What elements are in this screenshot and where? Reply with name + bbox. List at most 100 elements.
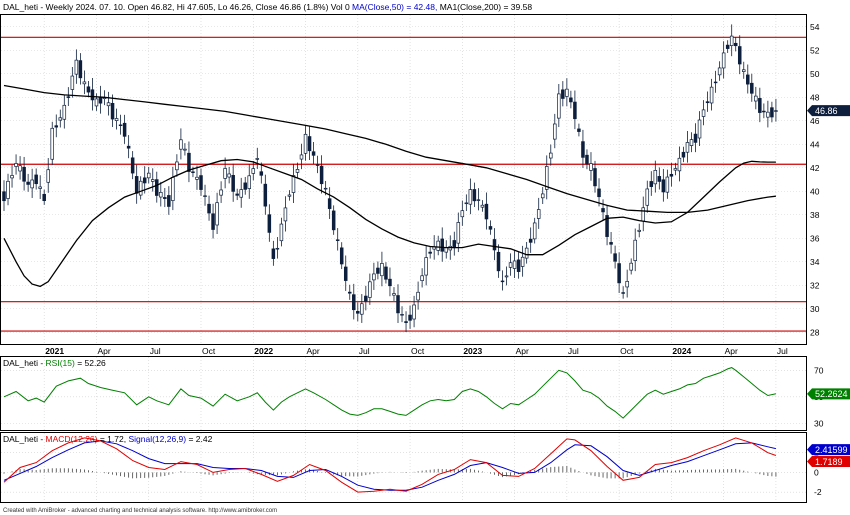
candle-body [721,52,726,69]
macd-tick-label: -2 [814,487,822,497]
candle-body [737,46,742,65]
rsi-header: DAL_heti - RSI(15) = 52.26 [3,358,106,368]
price-badge-bg [807,105,850,117]
price-tick-label: 36 [810,233,820,243]
candle-body [78,60,83,79]
candle-body [665,176,670,193]
candle-body [2,191,6,202]
candle-body [532,222,537,240]
candle-body [30,179,34,189]
candle-body [528,238,533,243]
footer-text: Created with AmiBroker - advanced charti… [3,508,277,514]
candle-body [669,173,674,177]
candle-body [134,176,139,194]
x-tick-label: 2023 [463,346,482,356]
candle-body [649,181,654,187]
candle-body [661,179,666,193]
candle-body [508,262,513,268]
candle-body [380,263,384,277]
price-tick-label: 38 [810,210,820,220]
x-tick-label: Apr [307,346,320,356]
candle-body [251,168,256,174]
candle-body [697,119,702,139]
candle-body [335,239,340,241]
candle-body [504,275,509,278]
candle-body [279,223,284,242]
candle-body [110,102,115,120]
candle-body [307,136,312,152]
candle-body [750,82,754,94]
candle-body [717,67,722,76]
candle-body [259,171,264,176]
candle-body [90,89,95,101]
candle-body [746,74,750,85]
price-tick-label: 52 [810,45,820,55]
rsi-badge-bg [807,388,850,400]
ma50-label: MA(Close,50) = 42.48, [352,2,440,12]
price-tick-label: 50 [810,69,820,79]
candle-body [565,88,569,97]
candle-body [287,194,292,197]
candle-body [356,311,360,314]
candle-body [677,157,682,172]
price-header: DAL_heti - Weekly 2024. 07. 10. Open 46.… [3,2,532,12]
candle-body [283,207,288,222]
rsi-label: RSI(15) [46,358,75,368]
candle-body [396,295,400,314]
candle-body [315,164,320,166]
rsi-value: = 52.26 [75,358,106,368]
macd-badge: 1.7189 [815,457,843,467]
candle-body [480,204,485,208]
candle-body [22,166,26,182]
candle-body [512,260,517,269]
candle-body [255,158,260,160]
candle-body [637,229,641,232]
candle-body [138,180,143,196]
x-tick-label: Apr [516,346,529,356]
candle-body [86,86,91,93]
candle-body [66,96,71,98]
candle-body [114,118,119,121]
candle-body [629,262,633,271]
rsi-tick-label: 30 [814,418,824,428]
x-tick-label: Oct [202,346,216,356]
candle-body [729,35,734,46]
candle-body [709,86,714,104]
candle-body [384,266,388,280]
candle-body [420,275,424,282]
candle-body [705,101,710,104]
candle-body [347,291,352,294]
x-tick-label: Apr [725,346,738,356]
macd-badge-bg [807,455,850,467]
candle-body [408,314,412,321]
candle-body [82,81,87,85]
candle-body [468,189,473,205]
candle-body [701,109,706,117]
candle-body [741,69,746,72]
candle-body [388,278,392,287]
candle-body [412,304,416,320]
candle-body [754,95,758,102]
candle-body [263,183,268,207]
candle-body [621,292,625,294]
candle-body [436,240,440,251]
macd-value: = 1.72, [98,434,129,444]
candle-body [364,295,368,302]
candle-body [62,104,67,120]
candle-body [376,267,380,274]
candle-body [243,182,247,190]
candle-body [10,175,14,179]
candle-body [211,213,215,230]
candle-body [681,151,686,158]
candle-body [311,151,316,156]
candle-body [54,125,59,128]
candle-body [657,176,662,182]
candle-body [392,293,396,296]
candle-body [339,247,344,265]
x-tick-label: 2021 [45,346,64,356]
candle-body [167,195,171,207]
candle-body [299,154,304,160]
candle-body [581,141,585,158]
candle-body [175,161,179,171]
